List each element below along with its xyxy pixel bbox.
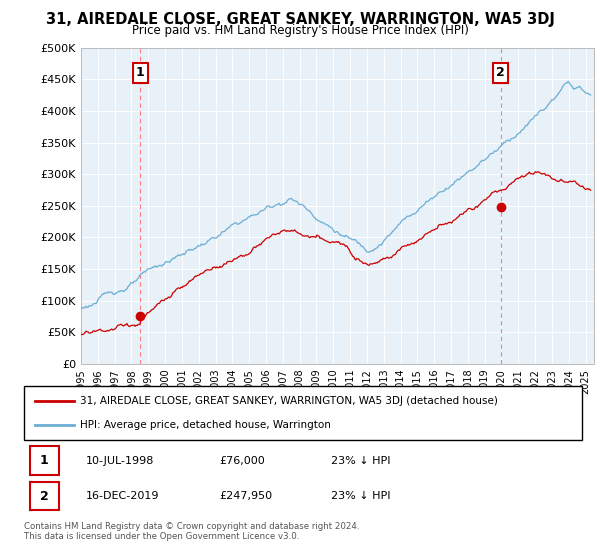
FancyBboxPatch shape bbox=[29, 446, 59, 475]
Text: 1: 1 bbox=[40, 454, 49, 467]
Text: 31, AIREDALE CLOSE, GREAT SANKEY, WARRINGTON, WA5 3DJ: 31, AIREDALE CLOSE, GREAT SANKEY, WARRIN… bbox=[46, 12, 554, 27]
Text: £76,000: £76,000 bbox=[220, 455, 265, 465]
Text: 16-DEC-2019: 16-DEC-2019 bbox=[85, 491, 159, 501]
Text: 2: 2 bbox=[40, 489, 49, 502]
FancyBboxPatch shape bbox=[24, 386, 582, 440]
Text: Contains HM Land Registry data © Crown copyright and database right 2024.
This d: Contains HM Land Registry data © Crown c… bbox=[24, 522, 359, 542]
Text: 2: 2 bbox=[496, 67, 505, 80]
Text: 23% ↓ HPI: 23% ↓ HPI bbox=[331, 455, 391, 465]
FancyBboxPatch shape bbox=[29, 482, 59, 511]
Text: Price paid vs. HM Land Registry's House Price Index (HPI): Price paid vs. HM Land Registry's House … bbox=[131, 24, 469, 36]
Text: 10-JUL-1998: 10-JUL-1998 bbox=[85, 455, 154, 465]
Text: HPI: Average price, detached house, Warrington: HPI: Average price, detached house, Warr… bbox=[80, 420, 331, 430]
Text: 1: 1 bbox=[136, 67, 145, 80]
Text: £247,950: £247,950 bbox=[220, 491, 272, 501]
Text: 31, AIREDALE CLOSE, GREAT SANKEY, WARRINGTON, WA5 3DJ (detached house): 31, AIREDALE CLOSE, GREAT SANKEY, WARRIN… bbox=[80, 396, 497, 406]
Text: 23% ↓ HPI: 23% ↓ HPI bbox=[331, 491, 391, 501]
